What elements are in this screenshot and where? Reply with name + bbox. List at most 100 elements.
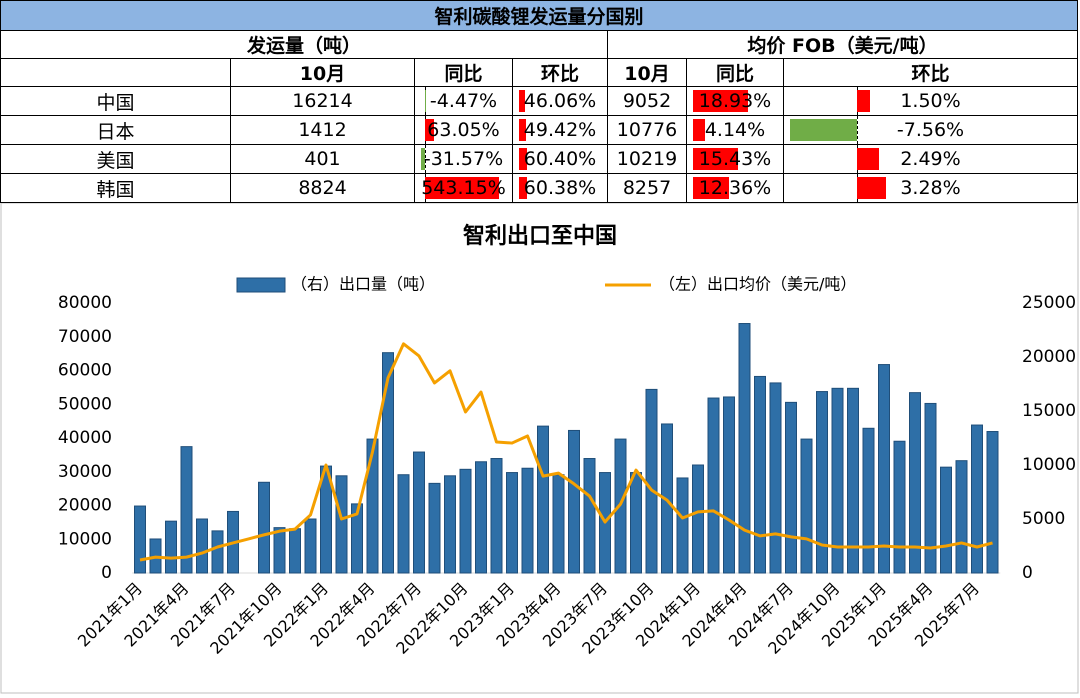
bar [769,382,782,574]
value-cell: 60.40% [512,144,608,174]
bar [971,424,983,574]
cell-value: 15.43% [698,148,772,170]
shipment-table: 智利碳酸锂发运量分国别 发运量（吨） 均价 FOB（美元/吨） 10月 同比 环比 10… [0,0,1079,203]
bar [475,461,487,574]
y-tick-label: 30000 [58,462,112,482]
bar [382,352,394,574]
cell-value: 1.50% [900,90,961,112]
legend-label: （右）出口量（吨） [291,275,435,294]
cell-value: 8257 [622,177,672,199]
y-tick-label: 70000 [58,327,112,347]
bar [893,440,906,574]
value-cell: 8257 [607,173,687,203]
country-name: 中国 [96,91,135,114]
bar [537,425,549,574]
cell-value: 10776 [616,119,678,141]
cell-value: 18.93% [698,90,772,112]
value-cell: 18.93% [686,86,784,116]
data-bar [519,119,526,141]
bar [955,460,968,574]
data-bar [519,90,526,112]
table-row: 中国 16214 -4.47% 46.06% 9052 18.93% 1.50% [0,86,1079,116]
bar [211,530,224,574]
sub-header: 10月 [607,58,687,87]
value-cell: 10219 [607,144,687,174]
data-bar [693,148,739,170]
sub-header: 10月 [230,58,415,87]
data-bar [790,119,858,141]
value-cell: -7.56% [782,115,1079,145]
bar [397,474,410,574]
y2-tick-label: 10000 [1022,455,1076,475]
country-cell: 美国 [0,144,231,174]
cell-value: 46.06% [523,90,597,112]
value-cell: 1412 [230,115,415,145]
data-bar [857,177,887,199]
data-bar [421,148,426,170]
data-bar [693,119,706,141]
data-bar-axis [425,145,427,173]
bar [521,467,534,574]
value-cell: 12.36% [686,173,784,203]
bar [568,429,580,574]
group-header: 发运量（吨） [0,30,608,59]
bar [785,401,797,574]
bar [335,475,348,574]
bar [351,503,363,574]
y-tick-label: 80000 [58,293,112,313]
table-title: 智利碳酸锂发运量分国别 [0,0,1079,31]
y-tick-label: 0 [101,563,112,583]
data-bar [425,119,434,141]
data-bar [693,177,730,199]
value-cell: 401 [230,144,415,174]
bar [180,446,193,574]
cell-value: 10219 [616,148,678,170]
legend-swatch [236,277,286,293]
bar [165,520,177,574]
cell-value: 8824 [298,177,347,199]
bar [847,387,859,574]
cell-value: 1412 [298,119,347,141]
sub-header: 环比 [782,58,1079,87]
bar [304,518,317,574]
value-cell: -31.57% [414,144,513,174]
data-bar-axis [425,87,427,115]
bar [878,364,890,574]
bar [428,482,441,574]
value-cell: 60.38% [512,173,608,203]
cell-value: 60.38% [523,177,597,199]
value-cell: 16214 [230,86,415,116]
value-cell: -4.47% [414,86,513,116]
table-row: 日本 1412 63.05% 49.42% 10776 4.14% -7.56% [0,115,1079,145]
cell-value: 12.36% [698,177,772,199]
bar [645,388,658,574]
legend-label: （左）出口均价（美元/吨） [659,275,856,294]
y2-tick-label: 25000 [1022,293,1076,313]
bar [289,528,301,574]
country-name: 美国 [96,149,135,172]
bar [816,391,828,574]
cell-value: -31.57% [423,148,504,170]
data-bar [424,90,426,112]
bar [723,396,735,574]
cell-value: 63.05% [427,119,500,141]
cell-value: 4.14% [704,119,766,141]
group-header: 均价 FOB（美元/吨） [606,30,1079,59]
table-row: 美国 401 -31.57% 60.40% 10219 15.43% 2.49% [0,144,1079,174]
cell-value: 2.49% [900,148,961,170]
cell-value: 543.15% [421,177,506,199]
cell-value: 60.40% [523,148,597,170]
y-tick-label: 60000 [58,361,112,381]
y-tick-label: 10000 [58,529,112,549]
cell-value: 401 [304,148,341,170]
cell-value: 3.28% [900,177,961,199]
bar [583,458,596,574]
value-cell: 49.42% [512,115,608,145]
data-bar-axis [857,116,859,144]
country-name: 日本 [96,120,135,143]
bar [444,475,456,574]
value-cell: 10776 [607,115,687,145]
sub-header: 同比 [686,58,784,87]
